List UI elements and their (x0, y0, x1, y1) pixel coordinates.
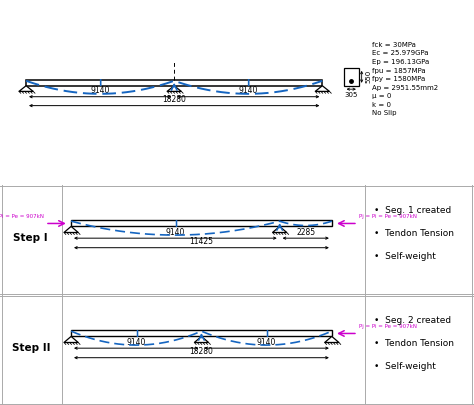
Polygon shape (19, 86, 33, 92)
Text: No Slip: No Slip (372, 111, 397, 116)
Text: Ap = 2951.55mm2: Ap = 2951.55mm2 (372, 85, 438, 91)
Polygon shape (325, 337, 339, 343)
Text: 18280: 18280 (190, 347, 213, 356)
Text: •  Seg. 1 created: • Seg. 1 created (374, 206, 452, 215)
Text: •  Tendon Tension: • Tendon Tension (374, 229, 455, 238)
Text: Pj = Pi = Pe = 907kN: Pj = Pi = Pe = 907kN (359, 324, 417, 329)
Text: 9140: 9140 (91, 86, 110, 95)
Text: 9140: 9140 (166, 228, 185, 237)
Text: •  Seg. 2 created: • Seg. 2 created (374, 316, 452, 325)
Text: fck = 30MPa: fck = 30MPa (372, 42, 416, 48)
Text: Final shape and specification: Final shape and specification (123, 11, 351, 24)
Polygon shape (315, 86, 329, 92)
Text: 550: 550 (365, 70, 372, 83)
Text: I: I (246, 79, 250, 88)
Bar (71, 220, 332, 226)
Bar (62, 185, 365, 295)
Text: Stages: Stages (210, 163, 264, 177)
Polygon shape (194, 337, 209, 343)
Text: I: I (135, 330, 138, 339)
Bar (71, 330, 332, 337)
Text: fpy = 1580MPa: fpy = 1580MPa (372, 76, 425, 82)
Bar (26, 79, 322, 86)
Text: •  Tendon Tension: • Tendon Tension (374, 339, 455, 348)
Text: fpu = 1857MPa: fpu = 1857MPa (372, 68, 426, 74)
Text: 305: 305 (345, 92, 358, 98)
Text: 9140: 9140 (257, 338, 276, 347)
Text: Step I: Step I (13, 233, 48, 243)
Text: 18280: 18280 (162, 95, 186, 104)
Text: 9140: 9140 (238, 86, 258, 95)
Text: 9140: 9140 (127, 338, 146, 347)
Text: Ec = 25.979GPa: Ec = 25.979GPa (372, 51, 428, 56)
Text: •  Self-weight: • Self-weight (374, 252, 437, 261)
Text: 11425: 11425 (190, 237, 213, 246)
Text: I: I (174, 220, 177, 229)
Polygon shape (64, 226, 78, 232)
Text: k = 0: k = 0 (372, 102, 391, 108)
Polygon shape (273, 226, 287, 232)
Text: Step II: Step II (11, 343, 50, 353)
Text: 2285: 2285 (296, 228, 315, 237)
Text: μ = 0: μ = 0 (372, 93, 392, 99)
Text: Pj = Pi = Pe = 907kN: Pj = Pi = Pe = 907kN (0, 214, 44, 219)
Text: I: I (99, 79, 102, 88)
Text: Ep = 196.13GPa: Ep = 196.13GPa (372, 59, 429, 65)
Polygon shape (64, 337, 78, 343)
Text: •  Self-weight: • Self-weight (374, 362, 437, 371)
Text: I: I (265, 330, 268, 339)
Bar (344, 68, 359, 86)
Text: Pj = Pi = Pe = 907kN: Pj = Pi = Pe = 907kN (359, 214, 417, 219)
Polygon shape (167, 86, 181, 92)
Bar (62, 295, 365, 405)
